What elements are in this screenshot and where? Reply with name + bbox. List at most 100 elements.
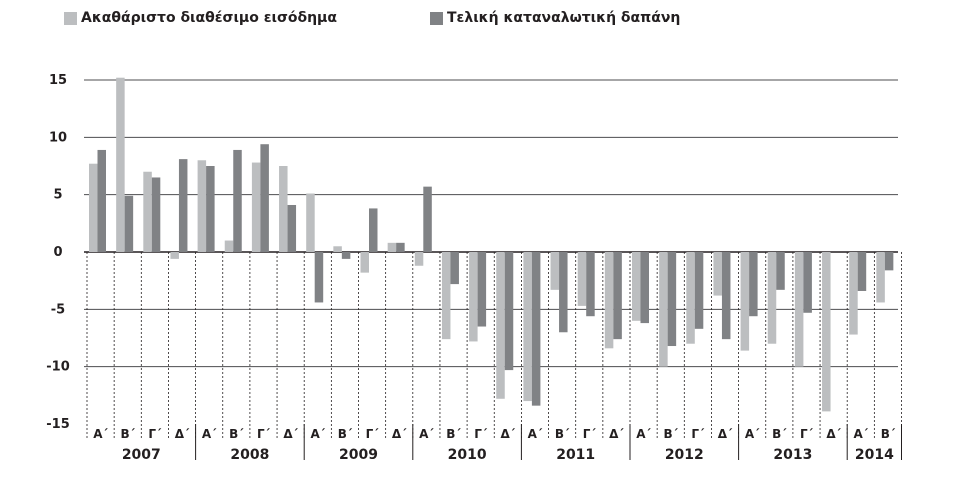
quarter-label: Δ΄ — [718, 427, 733, 441]
bar-consumption — [586, 252, 595, 317]
year-label: 2013 — [773, 447, 812, 463]
year-label: 2008 — [230, 447, 269, 463]
bar-income — [523, 252, 532, 402]
bar-income — [632, 252, 641, 321]
bar-consumption — [314, 252, 324, 303]
quarter-label: Γ΄ — [583, 427, 597, 441]
quarter-label: Δ΄ — [501, 427, 516, 441]
y-tick-label: 15 — [49, 73, 67, 88]
bar-consumption — [450, 252, 459, 285]
bar-income — [224, 240, 234, 252]
bar-income — [387, 242, 397, 252]
legend-item-consumption: Τελική καταναλωτική δαπάνη — [430, 10, 680, 26]
bar-income — [279, 166, 288, 252]
bar-consumption — [559, 252, 568, 333]
quarter-label: Α΄ — [419, 427, 434, 441]
year-label: 2014 — [855, 447, 894, 463]
y-tick-label: -10 — [46, 360, 70, 375]
bar-income — [116, 77, 125, 252]
bar-income — [794, 252, 804, 367]
quarter-label: Γ΄ — [691, 427, 705, 441]
year-label: 2007 — [122, 447, 161, 463]
quarter-label: Β΄ — [663, 427, 678, 441]
bar-income — [659, 252, 668, 367]
bar-consumption — [151, 177, 161, 252]
bar-income — [740, 252, 750, 351]
year-label: 2012 — [665, 447, 704, 463]
bar-consumption — [97, 149, 106, 252]
y-tick-label: -5 — [51, 302, 65, 317]
bar-consumption — [667, 252, 677, 347]
bar-consumption — [396, 242, 405, 252]
quarter-label: Δ΄ — [392, 427, 407, 441]
bar-consumption — [803, 252, 812, 313]
bar-consumption — [477, 252, 487, 327]
legend-swatch-consumption — [430, 11, 443, 25]
bar-income — [360, 252, 369, 273]
bar-consumption — [206, 166, 215, 252]
legend-label-consumption: Τελική καταναλωτική δαπάνη — [447, 10, 681, 26]
bar-consumption — [857, 252, 867, 291]
quarter-label: Δ΄ — [826, 427, 841, 441]
bar-consumption — [531, 252, 541, 406]
quarter-label: Γ΄ — [800, 427, 814, 441]
bar-income — [441, 252, 451, 340]
bar-income — [849, 252, 858, 335]
bar-income — [333, 246, 342, 252]
quarter-label: Β΄ — [120, 427, 135, 441]
quarter-label: Γ΄ — [474, 427, 488, 441]
legend-swatch-income — [64, 11, 77, 25]
bar-income — [414, 252, 424, 266]
quarter-label: Α΄ — [93, 427, 108, 441]
quarter-label: Α΄ — [745, 427, 760, 441]
bar-consumption — [233, 149, 242, 252]
bar-consumption — [341, 252, 351, 259]
quarter-label: Α΄ — [853, 427, 868, 441]
quarter-label: Α΄ — [202, 427, 217, 441]
bar-income — [577, 252, 587, 306]
y-tick-label: 10 — [49, 130, 67, 145]
quarter-label: Α΄ — [310, 427, 325, 441]
year-label: 2009 — [339, 447, 378, 463]
bar-consumption — [776, 252, 785, 290]
bar-consumption — [749, 252, 758, 317]
quarter-label: Β΄ — [229, 427, 244, 441]
year-label: 2010 — [448, 447, 487, 463]
bar-income — [713, 252, 722, 296]
bar-consumption — [369, 208, 378, 252]
bar-consumption — [504, 252, 514, 371]
quarter-label: Α΄ — [636, 427, 651, 441]
bar-income — [251, 162, 261, 252]
bar-consumption — [124, 195, 134, 252]
quarter-label: Α΄ — [528, 427, 543, 441]
bar-income — [822, 252, 831, 412]
y-tick-label: -15 — [46, 417, 70, 432]
bar-consumption — [721, 252, 731, 340]
bar-consumption — [423, 186, 432, 252]
quarter-label: Δ΄ — [283, 427, 298, 441]
y-tick-label: 0 — [53, 245, 62, 260]
bar-consumption — [260, 144, 269, 252]
bar-income — [604, 252, 614, 349]
quarter-label: Β΄ — [881, 427, 896, 441]
quarter-label: Β΄ — [338, 427, 353, 441]
bar-income — [469, 252, 478, 342]
bar-income — [550, 252, 560, 290]
y-tick-label: 5 — [53, 188, 62, 203]
quarter-label: Δ΄ — [609, 427, 624, 441]
quarter-label: Δ΄ — [175, 427, 190, 441]
bar-income — [876, 252, 885, 303]
bar-consumption — [640, 252, 649, 324]
bar-income — [197, 160, 207, 252]
quarter-label: Γ΄ — [257, 427, 271, 441]
bar-income — [767, 252, 777, 344]
quarter-label: Β΄ — [555, 427, 570, 441]
quarter-label: Β΄ — [446, 427, 461, 441]
bar-income — [89, 163, 98, 252]
bar-consumption — [613, 252, 622, 340]
quarter-label: Γ΄ — [148, 427, 162, 441]
legend: Ακαθάριστο διαθέσιμο εισόδημα Τελική κατ… — [64, 10, 944, 30]
bar-consumption — [694, 252, 704, 329]
bar-consumption — [884, 252, 894, 271]
